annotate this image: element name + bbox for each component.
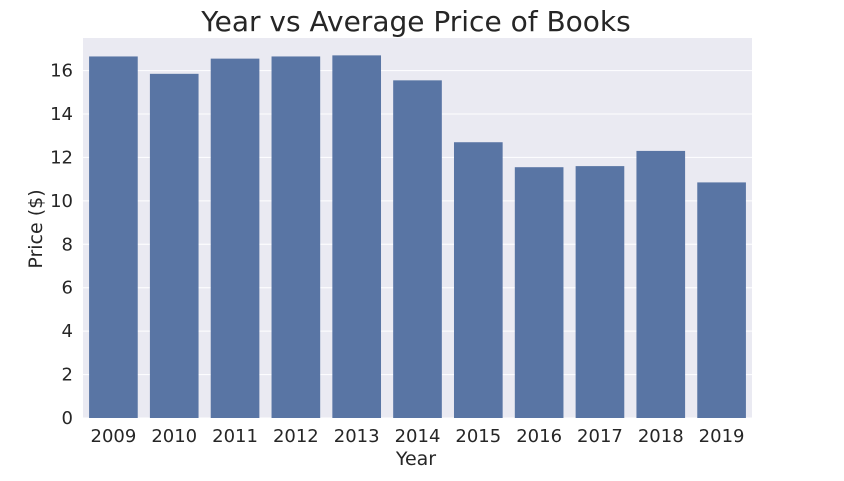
x-tick-label: 2018 [638, 426, 684, 447]
bar-2011 [210, 58, 260, 418]
y-axis-ticks: 0 2 4 6 8 10 12 14 16 [50, 61, 73, 429]
x-tick-label: 2017 [577, 426, 623, 447]
y-tick-label: 10 [50, 191, 73, 212]
y-tick-label: 14 [50, 104, 73, 125]
x-tick-label: 2015 [455, 426, 501, 447]
x-axis-label: Year [395, 448, 436, 470]
bar-2017 [575, 166, 625, 418]
y-tick-label: 0 [62, 408, 73, 429]
bar-2019 [697, 182, 746, 418]
bar-2015 [453, 142, 503, 418]
y-axis-label: Price ($) [25, 189, 47, 268]
x-tick-label: 2009 [91, 426, 137, 447]
x-tick-label: 2013 [334, 426, 380, 447]
y-tick-label: 12 [50, 147, 73, 168]
bar-2010 [149, 73, 199, 418]
bar-2014 [393, 80, 442, 418]
y-tick-label: 2 [62, 365, 73, 386]
x-axis-ticks: 2009 2010 2011 2012 2013 2014 2015 2016 2017 2018… [91, 426, 745, 447]
y-tick-label: 6 [62, 278, 73, 299]
x-tick-label: 2016 [516, 426, 562, 447]
bar-2013 [332, 55, 382, 418]
bar-2009 [89, 56, 138, 418]
x-tick-label: 2010 [151, 426, 197, 447]
bar-2012 [271, 56, 321, 418]
y-tick-label: 8 [62, 234, 73, 255]
bar-2016 [514, 167, 564, 418]
bar-2018 [636, 150, 686, 418]
x-tick-label: 2014 [395, 426, 441, 447]
x-tick-label: 2012 [273, 426, 319, 447]
y-tick-label: 16 [50, 61, 73, 82]
y-tick-label: 4 [62, 321, 73, 342]
x-tick-label: 2019 [699, 426, 745, 447]
chart-title: Year vs Average Price of Books [200, 5, 631, 38]
bars [89, 55, 746, 418]
x-tick-label: 2011 [212, 426, 258, 447]
